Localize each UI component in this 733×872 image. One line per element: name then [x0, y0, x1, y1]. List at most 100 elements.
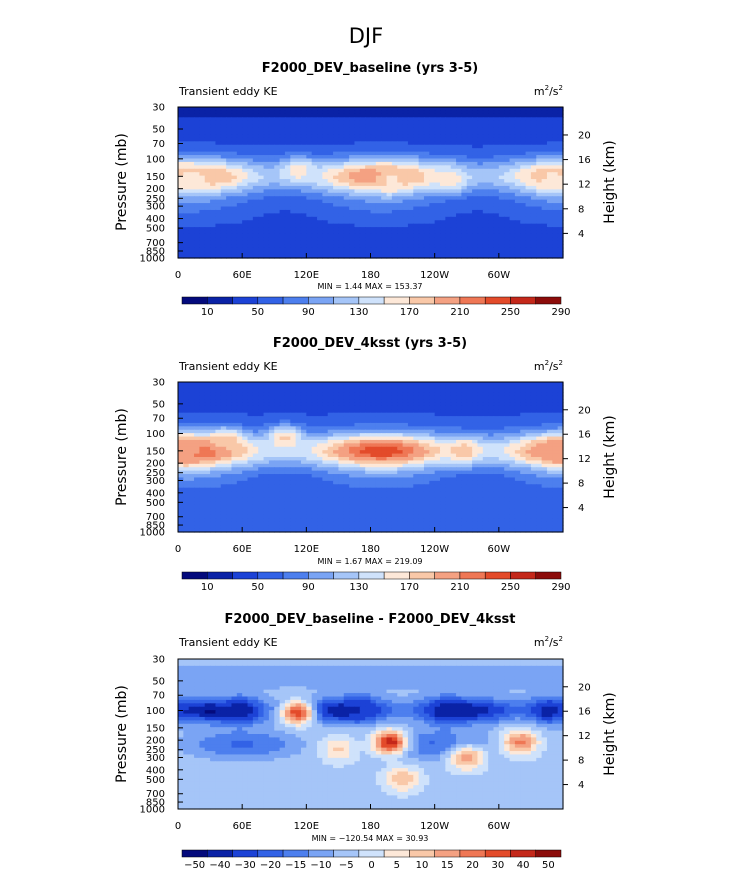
field-cell — [317, 254, 323, 259]
field-cell — [333, 161, 340, 166]
field-cell — [413, 460, 420, 465]
field-cell — [472, 151, 479, 156]
field-cell — [504, 189, 511, 194]
field-cell — [252, 216, 259, 221]
field-cell — [402, 419, 409, 424]
field-cell — [472, 443, 479, 448]
field-cell — [365, 436, 372, 441]
field-cell — [536, 395, 543, 400]
field-cell — [530, 175, 537, 180]
field-cell — [178, 168, 184, 173]
field-cell — [338, 192, 345, 197]
field-cell — [354, 209, 361, 214]
field-cell — [306, 151, 313, 156]
field-cell — [274, 113, 281, 118]
field-cell — [407, 189, 414, 194]
field-cell — [215, 148, 222, 153]
field-cell — [391, 206, 398, 211]
field-cell — [514, 127, 521, 132]
field-cell — [226, 247, 233, 252]
field-cell — [349, 206, 356, 211]
field-cell — [354, 443, 361, 448]
field-cell — [295, 148, 302, 153]
field-cell — [333, 230, 340, 235]
field-cell — [178, 131, 184, 136]
field-cell — [493, 220, 500, 225]
field-cell — [322, 158, 329, 163]
field-cell — [300, 213, 307, 218]
field-cell — [343, 216, 350, 221]
field-cell — [461, 141, 468, 146]
field-cell — [440, 168, 446, 173]
field-cell — [407, 127, 414, 132]
field-cell — [461, 172, 468, 177]
field-cell — [397, 168, 404, 173]
field-cell — [354, 395, 361, 400]
field-cell — [263, 392, 270, 397]
field-cell — [381, 450, 388, 455]
field-cell — [445, 175, 452, 180]
field-cell — [295, 399, 302, 404]
field-cell — [279, 392, 286, 397]
field-cell — [477, 237, 484, 242]
field-cell — [541, 460, 548, 465]
field-cell — [477, 161, 484, 166]
field-cell — [343, 131, 350, 136]
field-cell — [520, 247, 527, 252]
field-cell — [263, 429, 270, 434]
field-cell — [220, 409, 227, 414]
field-cell — [284, 199, 291, 204]
field-cell — [456, 168, 463, 173]
field-cell — [493, 426, 500, 431]
field-cell — [311, 113, 318, 118]
field-cell — [268, 199, 275, 204]
field-cell — [231, 382, 238, 387]
field-cell — [445, 144, 452, 149]
field-cell — [263, 199, 270, 204]
field-cell — [445, 206, 452, 211]
field-cell — [546, 131, 553, 136]
field-cell — [407, 113, 414, 118]
field-cell — [242, 134, 249, 139]
field-cell — [258, 134, 265, 139]
field-cell — [514, 158, 521, 163]
field-cell — [525, 227, 532, 232]
field-cell — [456, 412, 463, 417]
field-cell — [450, 182, 457, 187]
field-cell — [413, 134, 420, 139]
field-cell — [343, 192, 350, 197]
field-cell — [541, 113, 548, 118]
field-cell — [220, 213, 227, 218]
field-cell — [311, 446, 318, 451]
contour-field — [178, 382, 564, 533]
field-cell — [215, 422, 222, 427]
field-cell — [333, 182, 340, 187]
field-cell — [391, 419, 398, 424]
field-cell — [456, 395, 463, 400]
field-cell — [530, 134, 537, 139]
field-cell — [472, 120, 479, 125]
field-cell — [488, 422, 495, 427]
field-cell — [338, 158, 345, 163]
field-cell — [354, 175, 361, 180]
field-cell — [381, 251, 388, 256]
field-cell — [472, 220, 479, 225]
field-cell — [493, 141, 500, 146]
field-cell — [407, 165, 414, 170]
field-cell — [242, 450, 249, 455]
field-cell — [541, 155, 548, 160]
field-cell — [215, 172, 222, 177]
field-cell — [247, 172, 254, 177]
field-cell — [402, 127, 409, 132]
field-cell — [423, 230, 430, 235]
field-cell — [322, 179, 329, 184]
field-cell — [231, 450, 238, 455]
field-cell — [199, 141, 206, 146]
field-cell — [322, 223, 329, 228]
field-cell — [423, 254, 430, 259]
field-cell — [258, 148, 265, 153]
field-cell — [536, 148, 543, 153]
field-cell — [263, 155, 270, 160]
field-cell — [509, 399, 516, 404]
field-cell — [525, 158, 532, 163]
